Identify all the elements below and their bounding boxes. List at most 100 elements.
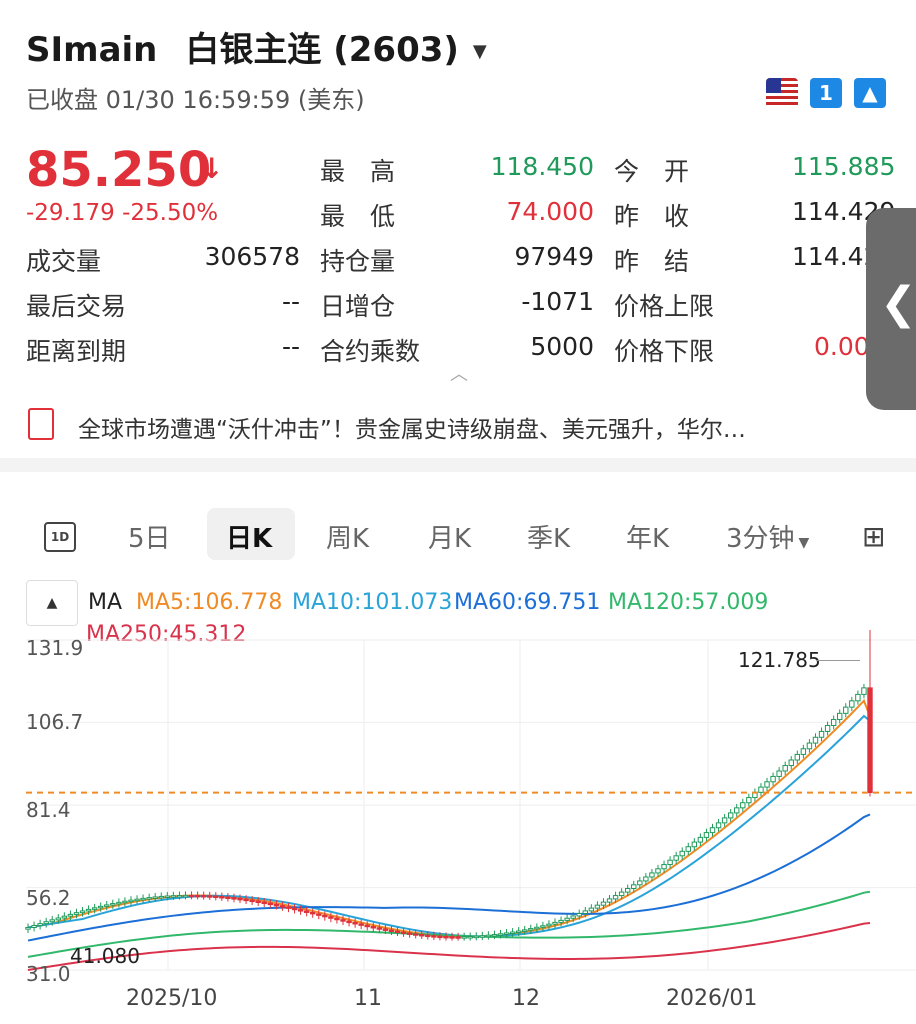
news-headline[interactable]: 全球市场遭遇“沃什冲击”！贵金属史诗级崩盘、美元强升，华尔… [78, 417, 746, 443]
candle-body [788, 759, 794, 767]
title-row[interactable]: SImain 白银主连 (2603) ▼ [26, 22, 487, 71]
candle-body [800, 748, 807, 755]
candle-body [346, 920, 352, 924]
candle-body [485, 934, 492, 938]
candle-body [352, 921, 358, 925]
candle-body [406, 932, 413, 935]
x-tick-4: 2026/01 [666, 986, 758, 1011]
candle-body [855, 693, 861, 702]
candle-body [564, 917, 570, 921]
candle-body [370, 925, 376, 929]
candle-body [43, 921, 49, 925]
candle-body [685, 846, 691, 852]
candle-body [412, 933, 419, 936]
x-tick-1: 2025/10 [126, 986, 218, 1011]
candle-body [122, 900, 128, 904]
candle-body [49, 919, 55, 923]
open-value: 115.885 [792, 152, 896, 181]
exchange-icon-label: ▲ [862, 81, 878, 105]
high-value: 118.450 [490, 152, 594, 181]
ma120-line [27, 890, 871, 958]
candle-body [73, 912, 80, 915]
chevron-down-icon[interactable]: ▼ [472, 41, 487, 62]
candle-body [643, 876, 649, 882]
candle-body [843, 706, 849, 714]
candle-body [655, 868, 661, 874]
ma10-line [27, 714, 871, 938]
candle-body [515, 930, 522, 933]
expiry-label: 距离到期 [26, 337, 127, 366]
multiplier-value: 5000 [530, 332, 594, 361]
tab-daily-k[interactable]: 日K [226, 524, 273, 554]
candle-body [91, 907, 98, 910]
candle-body [207, 895, 213, 898]
candles [25, 630, 873, 941]
candle-body [649, 872, 655, 878]
candle-body [140, 897, 146, 901]
candle-body [128, 899, 134, 903]
chevron-up-icon[interactable]: ︿ [450, 364, 468, 385]
ma60-value: MA60:69.751 [454, 590, 601, 615]
symbol-code: SImain [26, 30, 158, 70]
candle-body [400, 931, 407, 935]
candle-body [291, 907, 298, 911]
y-tick-4: 56.2 [26, 886, 71, 910]
candle-body [425, 934, 431, 938]
candle-body [273, 903, 280, 907]
y-tick-2: 106.7 [26, 710, 84, 734]
multiplier-label: 合约乘数 [320, 337, 421, 366]
candle-body [830, 718, 837, 726]
tab-5day[interactable]: 5日 [128, 524, 171, 554]
candle-body [176, 894, 183, 898]
candle-body [576, 913, 582, 917]
candle-body [503, 932, 510, 935]
tab-3min[interactable]: 3分钟 ▼ [726, 518, 809, 555]
candlestick-chart[interactable] [0, 630, 916, 990]
candle-body [334, 917, 340, 921]
candle-body [249, 899, 255, 903]
grid-menu-icon[interactable]: ⊞ [862, 520, 886, 553]
tab-active-bg [207, 508, 295, 560]
exchange-icon[interactable]: ▲ [854, 78, 886, 108]
ma60-line [27, 813, 871, 942]
candle-body [225, 896, 231, 900]
candle-body [600, 901, 607, 906]
ma-toggle-button[interactable]: ▲ [26, 580, 78, 626]
tab-1d[interactable]: 1D [44, 522, 76, 552]
instrument-name: 白银主连 (2603) [185, 30, 459, 70]
candle-body [394, 930, 401, 934]
candle-body [667, 859, 673, 866]
ma250-line [27, 922, 871, 971]
caret-down-icon: ▼ [798, 535, 810, 551]
level-one-label: 1 [819, 81, 833, 105]
candle-body [25, 926, 31, 930]
candle-body [570, 915, 576, 919]
candle-body [455, 936, 461, 939]
y-tick-3: 81.4 [26, 798, 71, 822]
candle-body [55, 917, 61, 921]
low-annotation: 41.080 [70, 944, 140, 968]
section-divider [0, 458, 916, 472]
candle-body [316, 913, 322, 916]
candle-body [467, 935, 473, 939]
candle-body [279, 905, 286, 908]
last-price: 85.250 [26, 142, 212, 198]
candle-body [727, 812, 734, 819]
candle-body [582, 910, 588, 915]
tab-monthly-k[interactable]: 月K [428, 524, 472, 554]
candle-body [552, 921, 558, 925]
candle-body [740, 802, 746, 809]
tab-quarterly-k[interactable]: 季K [527, 524, 571, 554]
high-annotation-line [816, 660, 860, 661]
tab-yearly-k[interactable]: 年K [626, 524, 670, 554]
limit-down-label: 价格下限 [614, 337, 715, 366]
candle-body [255, 900, 261, 904]
side-drawer-handle[interactable]: ❮ [866, 208, 916, 410]
level-one-icon[interactable]: 1 [810, 78, 842, 108]
volume-label: 成交量 [26, 247, 102, 276]
tab-weekly-k[interactable]: 周K [326, 524, 370, 554]
candle-body [818, 730, 825, 738]
news-icon [28, 408, 54, 440]
candle-body [673, 855, 679, 861]
candle-body [340, 919, 346, 922]
